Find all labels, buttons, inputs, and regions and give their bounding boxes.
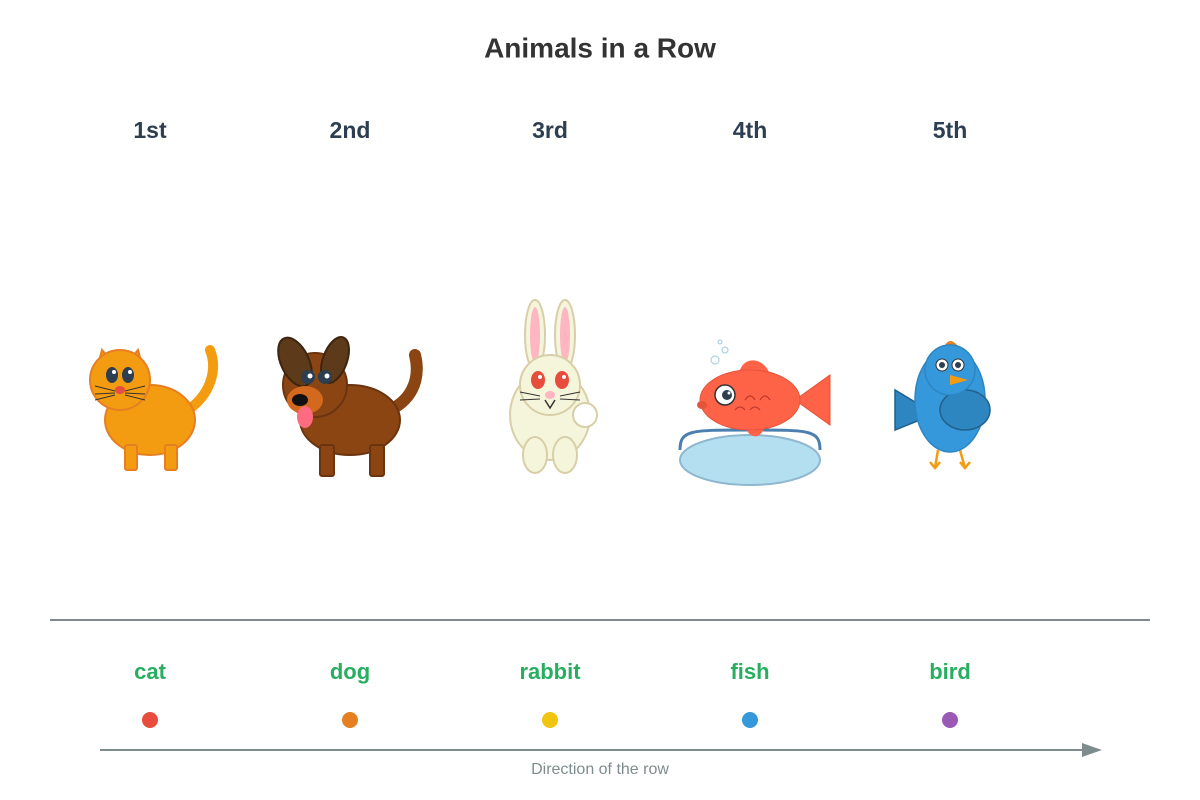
animal-name: bird <box>929 659 971 684</box>
marker-dot <box>742 712 758 728</box>
marker-dot <box>342 712 358 728</box>
title: Animals in a Row <box>484 32 716 63</box>
position-label: 1st <box>133 117 167 143</box>
fish-illustration <box>678 339 831 486</box>
position-label: 3rd <box>532 117 568 143</box>
dog-illustration <box>277 336 423 477</box>
marker-dot <box>142 712 158 728</box>
arrow-head <box>1082 743 1102 757</box>
marker-dot <box>542 712 558 728</box>
animal-name: cat <box>134 659 166 684</box>
position-label: 5th <box>933 117 968 143</box>
cat-illustration <box>89 345 218 471</box>
position-label: 4th <box>733 117 768 143</box>
rabbit-illustration <box>509 299 598 474</box>
position-label: 2nd <box>330 117 371 143</box>
bird-illustration <box>894 341 991 470</box>
marker-dot <box>942 712 958 728</box>
animal-name: rabbit <box>519 659 581 684</box>
animal-name: dog <box>330 659 370 684</box>
direction-label: Direction of the row <box>531 761 669 778</box>
animal-name: fish <box>730 659 769 684</box>
